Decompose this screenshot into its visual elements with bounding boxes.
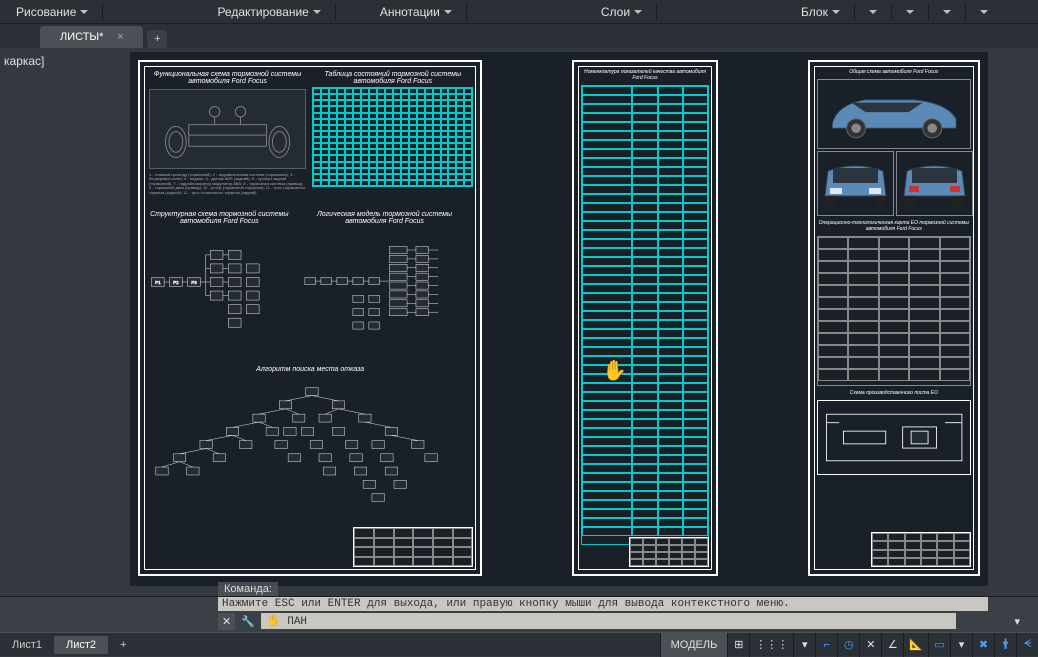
ortho-icon[interactable]: ⌐ [815,633,837,657]
sheet-title: Общая схема автомобиля Ford Focus [815,67,973,77]
add-tab-button[interactable]: + [147,30,167,48]
extra-menu-3[interactable] [931,7,963,17]
dropdown-icon[interactable]: ▾ [793,633,815,657]
svg-text:P3: P3 [191,280,197,285]
separator [965,3,966,21]
sheet-title: Таблица состояний тормозной системы авто… [312,69,473,87]
main-toolbar: Рисование Редактирование Аннотации Слои … [0,0,1038,24]
osnap-icon[interactable]: ✕ [859,633,881,657]
command-line: ✕ 🔧 ▾ [0,611,1038,632]
extra-menu-2[interactable] [894,7,926,17]
document-tab[interactable]: ЛИСТЫ* × [40,26,143,48]
tab-label: ЛИСТЫ* [60,31,103,43]
model-label: МОДЕЛЬ [671,639,718,651]
drawing-sheet-3[interactable]: Общая схема автомобиля Ford Focus [808,60,980,576]
state-table: for(let i=0;i<320;i++)document.write('<d… [312,87,473,187]
svg-text:P2: P2 [173,280,179,285]
chevron-down-icon [832,10,840,14]
command-history: Нажмите ESC или ENTER для выхода, или пр… [218,597,988,611]
otrack-icon[interactable]: ∠ [881,633,903,657]
drawing-sheet-2[interactable]: Номенклатура показателей качества автомо… [572,60,717,576]
sheet-title: Логическая модель тормозной системы авто… [296,209,474,227]
status-bar: Лист1 Лист2 + МОДЕЛЬ ⊞ ⋮⋮⋮ ▾ ⌐ ◷ ✕ ∠ 📐 ▭… [0,632,1038,656]
layout-tab-2[interactable]: Лист2 [54,636,108,654]
sheet-title: Операционно-технологическая карта ЕО тор… [815,218,973,234]
lineweight-icon[interactable]: 📐 [903,633,928,657]
chevron-down-icon [634,10,642,14]
transparency-icon[interactable]: ▭ [928,633,950,657]
chevron-down-icon [906,10,914,14]
sheet-title: Схема производственного поста ЕО [815,388,973,398]
command-prompt-label: Команда: [218,582,278,596]
separator [928,3,929,21]
title-block [871,532,971,567]
extra-menu-4[interactable] [968,7,1000,17]
person-icon[interactable]: 🛉 [994,633,1016,657]
run-icon[interactable]: ᗕ [1016,633,1038,657]
extra-menu-1[interactable] [857,7,889,17]
block-menu[interactable]: Блок [789,2,852,22]
drawing-label: Рисование [16,5,76,19]
separator [335,3,336,21]
workspace[interactable]: каркас] Функциональная схема тормозной с… [0,48,1038,596]
sheet-title: Функциональная схема тормозной системы а… [147,69,308,87]
chevron-down-icon [444,10,452,14]
post-scheme [817,400,971,475]
editing-menu[interactable]: Редактирование [205,2,332,22]
sheet-title: Номенклатура показателей качества автомо… [579,67,710,83]
chevron-down-icon [943,10,951,14]
model-button[interactable]: МОДЕЛЬ [660,633,728,657]
close-icon[interactable]: × [113,30,127,44]
sheet-title: Структурная схема тормозной системы авто… [147,209,292,227]
operation-table: for(let i=0;i<60;i++)document.write('<di… [817,236,971,386]
diagram-caption: 1 - главный цилиндр (тормозной); 2 - гид… [147,171,308,197]
algorithm-tree [147,375,473,515]
title-block [353,527,473,567]
chevron-down-icon [980,10,988,14]
command-dropdown-icon[interactable]: ▾ [1006,615,1028,628]
logical-diagram [296,227,474,337]
drawing-menu[interactable]: Рисование [4,2,100,22]
separator [891,3,892,21]
editing-label: Редактирование [217,5,308,19]
close-command-icon[interactable]: ✕ [218,613,235,630]
grid-icon[interactable]: ⊞ [727,633,749,657]
document-tab-bar: ЛИСТЫ* × + [0,24,1038,48]
separator [102,3,103,21]
status-right: МОДЕЛЬ ⊞ ⋮⋮⋮ ▾ ⌐ ◷ ✕ ∠ 📐 ▭ ▾ ✖ 🛉 ᗕ [660,633,1038,657]
separator [656,3,657,21]
sheet-title: Алгоритм поиска места отказа [147,364,473,375]
layers-menu[interactable]: Слои [589,2,654,22]
car-side-view [817,79,971,149]
annotations-menu[interactable]: Аннотации [368,2,464,22]
block-label: Блок [801,5,828,19]
add-layout-button[interactable]: + [108,636,138,654]
wrench-icon[interactable]: 🔧 [235,613,261,630]
command-area: Нажмите ESC или ENTER для выхода, или пр… [0,596,1038,632]
structural-diagram: P1 P2 P3 [147,227,292,337]
context-label: каркас] [4,54,44,68]
layers-label: Слои [601,5,630,19]
functional-diagram [149,89,306,169]
title-block [629,537,709,567]
chevron-down-icon [313,10,321,14]
dropdown-icon-2[interactable]: ▾ [950,633,972,657]
drawing-canvas[interactable]: Функциональная схема тормозной системы а… [130,52,988,586]
separator [466,3,467,21]
layout-tab-1[interactable]: Лист1 [0,636,54,654]
snap-icon[interactable]: ⋮⋮⋮ [749,633,793,657]
svg-text:P1: P1 [155,280,161,285]
parameters-table: for(let i=0;i<200;i++)document.write('<d… [581,85,708,545]
separator [854,3,855,21]
drawing-sheet-1[interactable]: Функциональная схема тормозной системы а… [138,60,482,576]
polar-icon[interactable]: ◷ [837,633,859,657]
chevron-down-icon [80,10,88,14]
annotations-label: Аннотации [380,5,440,19]
command-input[interactable] [261,613,957,629]
chevron-down-icon [869,10,877,14]
car-front-rear [817,151,971,216]
workspace-icon[interactable]: ✖ [972,633,994,657]
